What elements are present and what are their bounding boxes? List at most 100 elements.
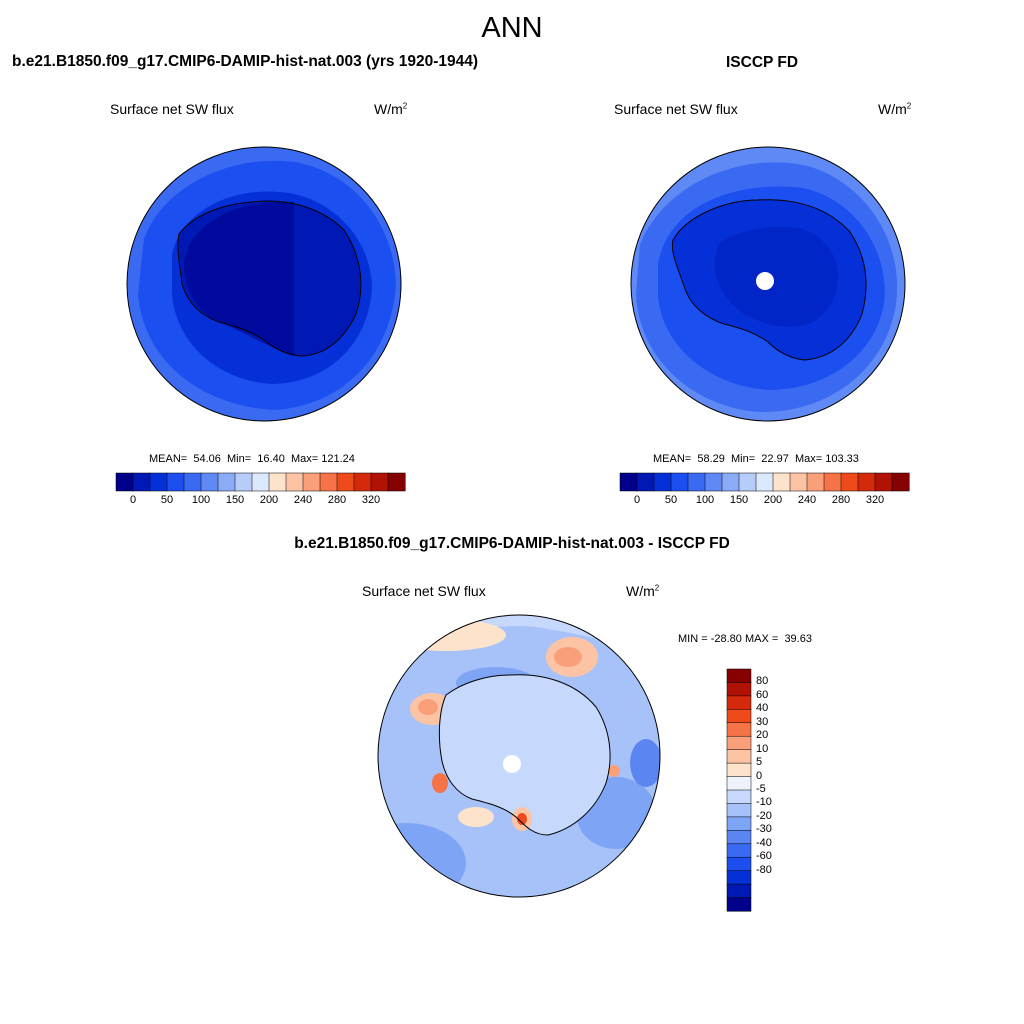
diff-units-label: W/m2 <box>626 583 660 599</box>
diff-variable-label: Surface net SW flux <box>362 583 486 599</box>
model-colorbar-swatch <box>115 472 134 492</box>
obs-colorbar-swatch <box>704 472 723 492</box>
model-colorbar-tick-label: 150 <box>225 494 245 506</box>
obs-colorbar-swatch <box>840 472 859 492</box>
model-colorbar-ticks: 0 50 100 150 200 240 280 320 <box>116 494 405 508</box>
obs-polar-map <box>630 146 906 422</box>
model-stats: MEAN= 54.06 Min= 16.40 Max= 121.24 <box>149 453 355 465</box>
obs-coastline <box>671 199 867 361</box>
diff-colorbar-swatch <box>726 722 752 737</box>
diff-colorbar-tick-label: 80 <box>756 675 769 688</box>
obs-stats: MEAN= 58.29 Min= 22.97 Max= 103.33 <box>653 453 859 465</box>
model-south-america-coast <box>127 213 129 240</box>
diff-panel-title: b.e21.B1850.f09_g17.CMIP6-DAMIP-hist-nat… <box>294 535 730 552</box>
obs-colorbar-swatch <box>619 472 638 492</box>
obs-colorbar-tick-label: 0 <box>633 494 641 506</box>
obs-colorbar-swatch <box>857 472 876 492</box>
diff-colorbar-swatch <box>726 856 752 872</box>
obs-panel-title: ISCCP FD <box>726 54 799 71</box>
diff-colorbar-tick-label: 20 <box>756 729 769 742</box>
model-colorbar-tick-label: 50 <box>160 494 174 506</box>
diff-colorbar-swatch <box>726 830 752 845</box>
obs-colorbar-swatch <box>738 472 757 492</box>
diff-colorbar-swatch <box>726 803 752 818</box>
model-colorbar-tick-label: 100 <box>191 494 211 506</box>
diff-colorbar-tick-label: -10 <box>756 796 772 809</box>
diff-stats: MIN = -28.80 MAX = 39.63 <box>678 633 812 645</box>
model-colorbar-swatch <box>370 472 389 492</box>
model-variable-label: Surface net SW flux <box>110 101 234 117</box>
model-colorbar-swatch <box>336 472 355 492</box>
obs-colorbar-swatch <box>891 472 910 492</box>
diff-warm-core-w <box>418 699 438 715</box>
diff-colorbar-swatch <box>726 668 752 683</box>
diff-colorbar-swatch <box>726 870 752 885</box>
obs-colorbar-tick-label: 100 <box>695 494 715 506</box>
obs-colorbar-swatch <box>653 472 672 492</box>
diff-warm-spot-peninsula <box>432 773 448 793</box>
obs-colorbar-swatch <box>789 472 808 492</box>
model-coastline <box>177 200 362 357</box>
obs-colorbar-swatch <box>670 472 689 492</box>
obs-pole-hole <box>756 272 774 290</box>
diff-colorbar-swatch <box>726 776 752 791</box>
model-panel-title: b.e21.B1850.f09_g17.CMIP6-DAMIP-hist-nat… <box>12 53 479 70</box>
model-colorbar-tick-label: 240 <box>293 494 313 506</box>
obs-map-border <box>630 146 906 422</box>
diff-polar-map <box>377 614 661 898</box>
diff-pole-hole <box>503 755 521 773</box>
diff-colorbar-swatch <box>726 709 752 724</box>
model-colorbar-swatch <box>387 472 406 492</box>
model-colorbar-swatch <box>217 472 236 492</box>
model-colorbar-tick-label: 0 <box>129 494 137 506</box>
diff-colorbar-tick-label: -20 <box>756 809 772 822</box>
obs-dark-core <box>714 226 839 327</box>
obs-colorbar-swatch <box>755 472 774 492</box>
obs-colorbar-swatch <box>721 472 740 492</box>
diff-colorbar-tick-label: 10 <box>756 742 769 755</box>
model-colorbar-swatch <box>268 472 287 492</box>
obs-variable-label: Surface net SW flux <box>614 101 738 117</box>
diff-colorbar-tick-label: 40 <box>756 702 769 715</box>
model-colorbar-swatch <box>234 472 253 492</box>
model-units-label: W/m2 <box>374 101 408 117</box>
diff-cool-patch-e <box>630 739 660 787</box>
model-colorbar-swatch <box>353 472 372 492</box>
diff-map-border <box>377 614 661 898</box>
diff-cool-patch-sw <box>378 823 466 897</box>
diff-colorbar-swatch <box>726 695 752 710</box>
diff-colorbar-tick-label: 30 <box>756 715 769 728</box>
diff-colorbar-tick-label: -30 <box>756 823 772 836</box>
model-colorbar <box>115 472 406 492</box>
diff-colorbar-tick-label: 60 <box>756 688 769 701</box>
model-colorbar-swatch <box>302 472 321 492</box>
diff-colorbar-tick-label: -40 <box>756 836 772 849</box>
obs-colorbar-swatch <box>823 472 842 492</box>
diff-warm-core-ne <box>554 647 582 667</box>
model-colorbar-swatch <box>183 472 202 492</box>
obs-colorbar-tick-label: 50 <box>664 494 678 506</box>
diff-colorbar-swatch <box>726 883 752 899</box>
model-colorbar-tick-label: 280 <box>327 494 347 506</box>
diff-colorbar-tick-label: -80 <box>756 863 772 876</box>
model-colorbar-swatch <box>285 472 304 492</box>
diff-colorbar-swatch <box>726 789 752 804</box>
diff-colorbar-swatch <box>726 762 752 778</box>
model-colorbar-swatch <box>132 472 151 492</box>
obs-colorbar-swatch <box>772 472 791 492</box>
model-colorbar-tick-label: 320 <box>361 494 381 506</box>
model-colorbar-swatch <box>200 472 219 492</box>
diff-colorbar-tick-label: 5 <box>756 756 763 769</box>
figure-title: ANN <box>481 12 543 44</box>
obs-colorbar-swatch <box>687 472 706 492</box>
diff-colorbar-swatch <box>726 897 752 912</box>
model-colorbar-swatch <box>251 472 270 492</box>
diff-continent-fill <box>439 674 611 835</box>
model-colorbar-swatch <box>166 472 185 492</box>
obs-colorbar-tick-label: 240 <box>797 494 817 506</box>
model-colorbar-tick-label: 200 <box>259 494 279 506</box>
diff-colorbar-tick-label: -60 <box>756 850 772 863</box>
obs-colorbar <box>619 472 910 492</box>
model-colorbar-swatch <box>319 472 338 492</box>
model-map-border <box>126 146 402 422</box>
